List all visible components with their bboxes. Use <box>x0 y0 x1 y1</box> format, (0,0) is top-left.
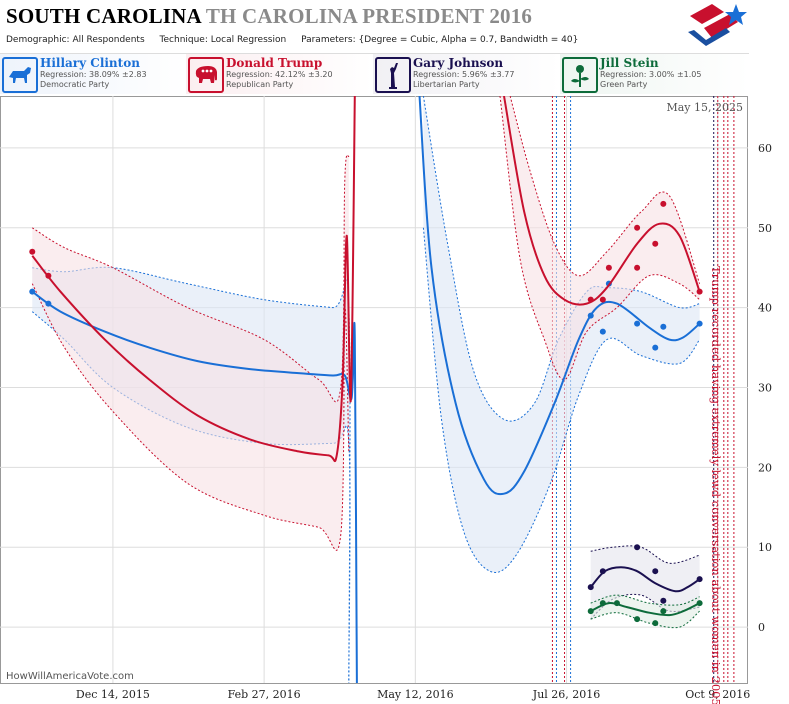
regression-line <box>31 96 356 463</box>
candidate-legend: Hillary Clinton Regression: 38.09% ±2.83 D… <box>0 53 789 95</box>
poll-point <box>29 288 36 295</box>
candidate-card: Jill Stein Regression: 3.00% ±1.05 Green P… <box>560 53 749 94</box>
y-tick-label: 40 <box>758 302 772 315</box>
poll-point <box>634 264 641 271</box>
poll-point <box>587 312 594 319</box>
poll-point <box>45 300 52 307</box>
poll-point <box>599 328 606 335</box>
candidate-name: Gary Johnson <box>413 56 504 70</box>
candidate-party: Green Party <box>600 80 648 89</box>
candidate-name: Jill Stein <box>600 56 659 70</box>
poll-point <box>660 323 667 330</box>
regression-line <box>589 566 701 593</box>
poll-point <box>599 600 606 607</box>
candidate-name: Hillary Clinton <box>40 56 140 70</box>
candidate-card: Gary Johnson Regression: 5.96% ±3.77 Liber… <box>373 53 560 94</box>
x-tick-label: Oct 9, 2016 <box>685 688 750 701</box>
y-tick-label: 10 <box>758 541 772 554</box>
donkey-icon <box>2 57 38 93</box>
date-label: May 15, 2025 <box>666 101 743 114</box>
band-upper-line <box>590 545 700 564</box>
parameter-line: Demographic: All Respondents Technique: … <box>6 35 578 45</box>
chart-header: SOUTH CAROLINA TH CAROLINA PRESIDENT 201… <box>0 0 789 52</box>
poll-point <box>599 296 606 303</box>
band-upper-line <box>509 96 701 284</box>
candidate-regression: Regression: 42.12% ±3.20 <box>226 70 333 79</box>
poll-point <box>605 264 612 271</box>
candidate-regression: Regression: 3.00% ±1.05 <box>600 70 702 79</box>
technique-label: Technique: <box>159 35 208 45</box>
confidence-band <box>32 154 349 551</box>
y-tick-label: 20 <box>758 461 772 474</box>
parameters-label: Parameters: <box>301 35 356 45</box>
poll-point <box>696 288 703 295</box>
candidate-card: Hillary Clinton Regression: 38.09% ±2.83 D… <box>0 53 186 94</box>
poll-point <box>45 272 52 279</box>
event-annotation: Trump recorded having extremely lewd con… <box>709 266 723 704</box>
poll-point <box>696 600 703 607</box>
candidate-name: Donald Trump <box>226 56 323 70</box>
poll-point <box>652 240 659 247</box>
poll-point <box>587 296 594 303</box>
candidate-regression: Regression: 38.09% ±2.83 <box>40 70 147 79</box>
poll-point <box>634 224 641 231</box>
watermark: HowWillAmericaVote.com <box>6 671 134 682</box>
band-lower-line <box>590 610 700 629</box>
regression-line <box>418 96 701 496</box>
poll-point <box>613 600 620 607</box>
x-tick-label: May 12, 2016 <box>377 688 454 701</box>
poll-point <box>660 200 667 207</box>
candidate-party: Republican Party <box>226 80 294 89</box>
title-rest: TH CAROLINA PRESIDENT 2016 <box>205 4 533 28</box>
band-lower-line <box>422 227 701 573</box>
demographic-value: All Respondents <box>72 35 145 45</box>
regression-line <box>590 602 701 617</box>
poll-point <box>660 608 667 615</box>
poll-point <box>599 568 606 575</box>
y-tick-label: 30 <box>758 382 772 395</box>
page-title: SOUTH CAROLINA TH CAROLINA PRESIDENT 201… <box>6 4 532 29</box>
poll-point <box>652 568 659 575</box>
poll-point <box>652 344 659 351</box>
liberty-statue-icon <box>375 57 411 93</box>
candidate-party: Democratic Party <box>40 80 110 89</box>
poll-point <box>696 320 703 327</box>
y-tick-label: 50 <box>758 222 772 235</box>
band-lower-line <box>499 96 700 380</box>
band-upper-line <box>422 96 700 422</box>
x-tick-label: Dec 14, 2015 <box>76 688 150 701</box>
elephant-icon <box>188 57 224 93</box>
band-upper-line <box>32 154 350 403</box>
y-tick-label: 0 <box>758 621 765 634</box>
parameters-value: {Degree = Cubic, Alpha = 0.7, Bandwidth … <box>358 35 579 45</box>
title-state: SOUTH CAROLINA <box>6 4 201 28</box>
plot-area <box>29 96 735 683</box>
candidate-party: Libertarian Party <box>413 80 480 89</box>
technique-value: Local Regression <box>210 35 287 45</box>
site-logo-icon <box>688 4 747 46</box>
candidate-regression: Regression: 5.96% ±3.77 <box>413 70 515 79</box>
poll-point <box>660 597 667 604</box>
poll-point <box>634 544 641 551</box>
band-upper-line <box>590 594 700 606</box>
poll-point <box>29 248 36 255</box>
x-tick-label: Jul 26, 2016 <box>532 688 601 701</box>
poll-point <box>696 576 703 583</box>
poll-point <box>587 608 594 615</box>
confidence-band <box>590 545 700 620</box>
y-tick-label: 60 <box>758 142 772 155</box>
x-tick-label: Feb 27, 2016 <box>228 688 301 701</box>
confidence-band <box>500 96 700 380</box>
candidate-card: Donald Trump Regression: 42.12% ±3.20 Repu… <box>186 53 373 94</box>
poll-point <box>587 584 594 591</box>
poll-point <box>634 320 641 327</box>
demographic-label: Demographic: <box>6 35 70 45</box>
poll-point <box>634 616 641 623</box>
poll-point <box>652 620 659 627</box>
regression-line <box>31 290 358 683</box>
flower-icon <box>562 57 598 93</box>
